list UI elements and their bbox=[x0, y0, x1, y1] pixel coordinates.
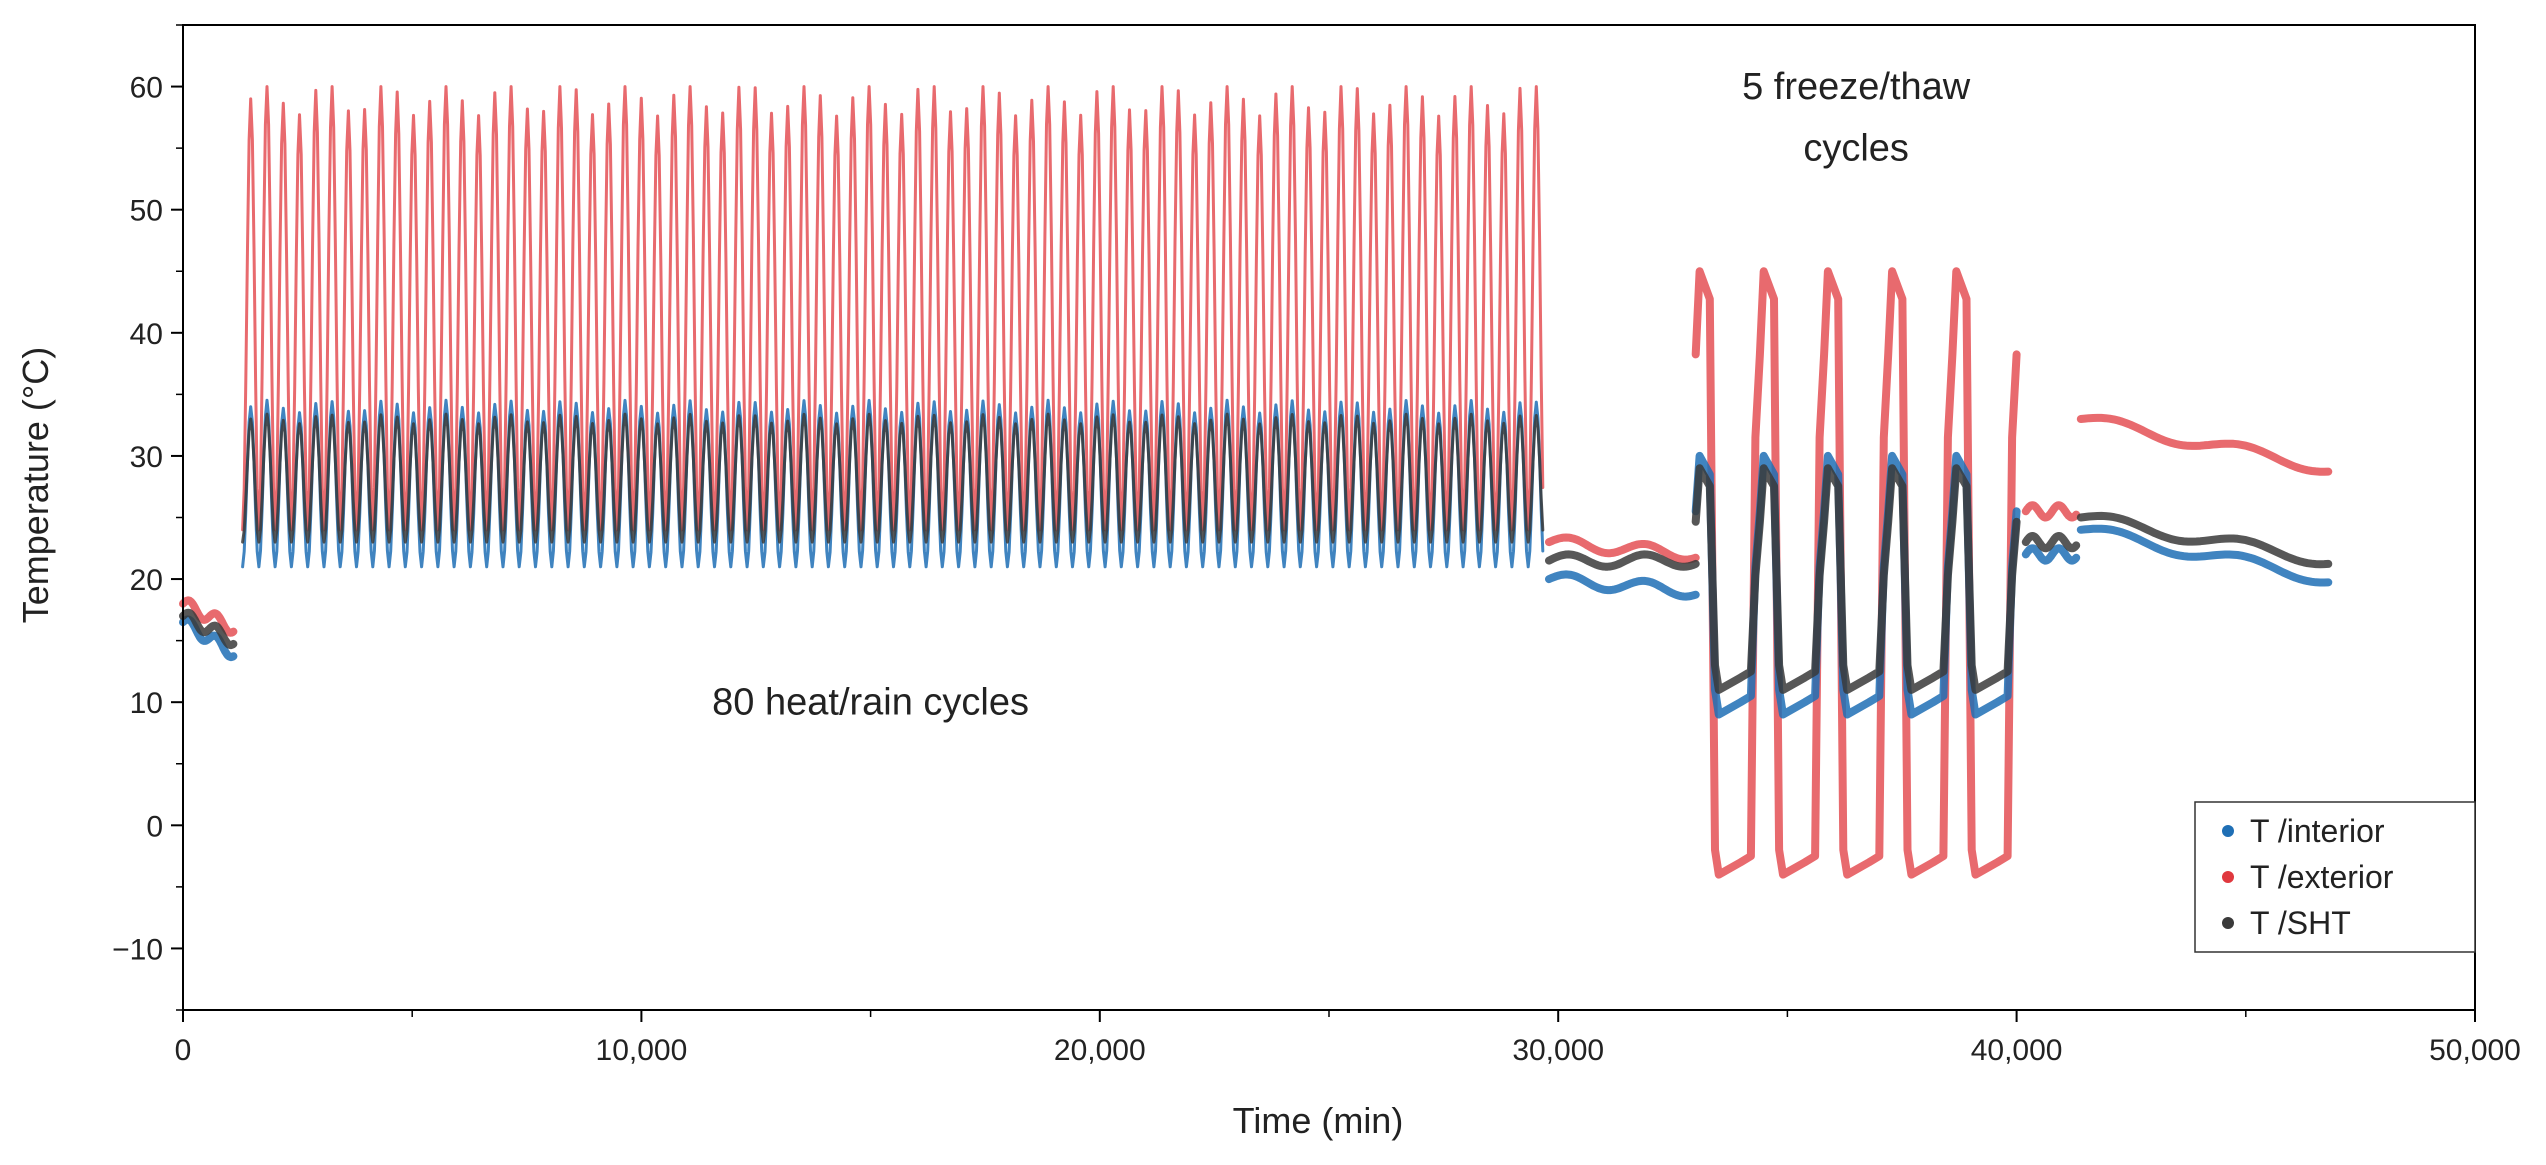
series-segment bbox=[1545, 550, 1700, 571]
legend: T /interior T /exterior T /SHT bbox=[2194, 801, 2476, 953]
annotation-freeze-thaw: 5 freeze/thaw bbox=[1742, 66, 1971, 108]
y-tick-label: 50 bbox=[130, 195, 163, 228]
x-axis-title: Time (min) bbox=[1233, 1100, 1404, 1141]
legend-label-interior: T /interior bbox=[2250, 813, 2385, 849]
series-segment bbox=[179, 596, 238, 637]
annotation-heat-rain: 80 heat/rain cycles bbox=[712, 682, 1029, 724]
y-axis-title: Temperature (°C) bbox=[15, 347, 56, 623]
annotation-freeze-thaw-cycles: cycles bbox=[1803, 127, 1909, 169]
series-segment bbox=[179, 608, 238, 650]
series-segment bbox=[2076, 511, 2333, 569]
legend-marker-interior bbox=[2222, 825, 2234, 837]
y-tick-label: 30 bbox=[130, 441, 163, 474]
x-tick-label: 0 bbox=[175, 1034, 192, 1067]
axis-ticks: 0 10,000 20,000 30,000 40,000 50,000 −10 0 10 20 3… bbox=[112, 24, 2521, 1067]
series-segment bbox=[2021, 532, 2081, 553]
legend-label-exterior: T /exterior bbox=[2250, 859, 2394, 895]
x-tick-label: 10,000 bbox=[596, 1034, 688, 1067]
y-tick-label: 20 bbox=[130, 564, 163, 597]
series-segment bbox=[241, 85, 1545, 532]
series-segment bbox=[2076, 524, 2333, 587]
x-tick-label: 40,000 bbox=[1971, 1034, 2063, 1067]
x-tick-label: 30,000 bbox=[1512, 1034, 1604, 1067]
legend-marker-exterior bbox=[2222, 871, 2234, 883]
y-tick-label: −10 bbox=[112, 933, 163, 966]
y-tick-label: 10 bbox=[130, 687, 163, 720]
x-tick-label: 20,000 bbox=[1054, 1034, 1146, 1067]
series-segment bbox=[2021, 544, 2081, 565]
series-segment bbox=[1691, 464, 2021, 694]
series-segment bbox=[2076, 413, 2333, 476]
annotations: 80 heat/rain cycles 5 freeze/thaw cycles bbox=[712, 66, 1971, 724]
y-tick-label: 60 bbox=[130, 72, 163, 105]
series-segment bbox=[241, 412, 1545, 544]
series-segment bbox=[1545, 570, 1700, 601]
y-tick-label: 40 bbox=[130, 318, 163, 351]
x-tick-label: 50,000 bbox=[2429, 1034, 2521, 1067]
legend-label-sht: T /SHT bbox=[2250, 905, 2351, 941]
series-segment bbox=[2021, 501, 2081, 522]
legend-box bbox=[2194, 801, 2476, 953]
legend-marker-sht bbox=[2222, 917, 2234, 929]
series-tsht bbox=[179, 412, 2333, 694]
series-segment bbox=[1545, 533, 1700, 564]
series-layer bbox=[179, 85, 2333, 879]
y-tick-label: 0 bbox=[146, 810, 163, 843]
plot-area: 0 10,000 20,000 30,000 40,000 50,000 −10 0 10 20 3… bbox=[112, 24, 2521, 1067]
